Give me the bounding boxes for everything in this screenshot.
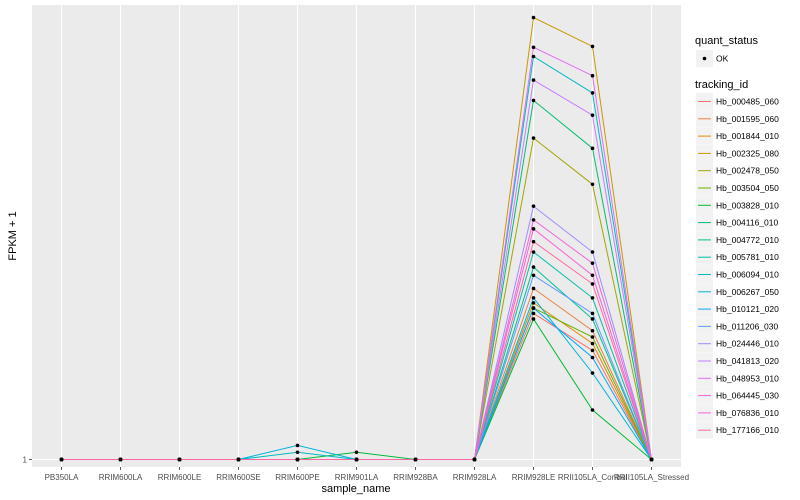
data-point — [531, 54, 536, 59]
data-point — [531, 265, 536, 269]
data-point — [531, 317, 536, 321]
data-point — [472, 457, 477, 462]
y-axis-title: FPKM + 1 — [7, 211, 19, 260]
data-point — [590, 335, 595, 339]
legend-label: Hb_064445_030 — [716, 391, 779, 401]
y-axis: 1 — [23, 455, 32, 464]
data-point — [590, 113, 595, 117]
data-point — [236, 457, 241, 462]
legend-label: Hb_006267_050 — [716, 287, 779, 297]
data-point — [295, 443, 300, 448]
data-points — [59, 15, 654, 462]
tracking-legend-items: Hb_000485_060 Hb_001595_060 Hb_001844_010 H… — [696, 93, 779, 439]
data-point — [590, 328, 595, 333]
data-point — [590, 91, 595, 95]
legend-label: Hb_076836_010 — [716, 408, 779, 418]
data-point — [295, 450, 300, 455]
data-point — [590, 73, 595, 78]
legend-label: Hb_004116_010 — [716, 218, 779, 228]
legend-label: Hb_003504_050 — [716, 183, 779, 193]
data-point — [590, 44, 595, 49]
legend-label: Hb_010121_020 — [716, 304, 779, 314]
data-point — [590, 261, 595, 265]
x-axis-title: sample_name — [321, 483, 390, 495]
legend-label: Hb_004772_010 — [716, 235, 779, 245]
data-point — [590, 341, 595, 346]
quant-status-label: OK — [716, 54, 729, 64]
legend: quant_status OK tracking_id Hb_000485_06… — [695, 35, 779, 439]
data-point — [354, 450, 359, 455]
data-point — [590, 146, 595, 151]
quant-status-point — [702, 56, 707, 61]
legend-label: Hb_041813_020 — [716, 356, 779, 366]
data-point — [531, 301, 536, 305]
data-point — [177, 457, 182, 462]
data-point — [590, 348, 595, 353]
data-point — [531, 98, 536, 103]
x-tick-label: RRIM928LA — [453, 473, 497, 482]
legend-label: Hb_024446_010 — [716, 339, 779, 349]
legend-label: Hb_011206_030 — [716, 321, 779, 331]
legend-label: Hb_006094_010 — [716, 270, 779, 280]
x-tick-label: RRIM928BA — [393, 473, 438, 482]
data-point — [590, 371, 595, 375]
data-point — [413, 457, 418, 462]
x-tick-label: RRII105LA_Control — [558, 473, 628, 482]
data-point — [531, 273, 536, 278]
legend-label: Hb_001844_010 — [716, 131, 779, 141]
data-point — [531, 286, 536, 291]
tracking-legend-title: tracking_id — [695, 79, 748, 91]
data-point — [590, 311, 595, 316]
legend-label: Hb_048953_010 — [716, 373, 779, 383]
x-tick-label: RRIM928LE — [512, 473, 556, 482]
legend-label: Hb_001595_060 — [716, 114, 779, 124]
data-point — [531, 296, 536, 300]
data-point — [531, 78, 536, 82]
legend-label: Hb_002325_080 — [716, 148, 779, 158]
x-axis: PB350LA RRIM600LA RRIM600LE RRIM600SE RRIM60… — [45, 467, 689, 482]
x-tick-label: RRIM600LA — [99, 473, 143, 482]
data-point — [531, 227, 536, 231]
quant-status-legend-title: quant_status — [695, 35, 758, 47]
data-point — [590, 273, 595, 278]
data-point — [531, 15, 536, 20]
data-point — [295, 457, 300, 462]
data-point — [649, 457, 654, 462]
data-point — [531, 311, 536, 316]
x-tick-label: RRIM901LA — [335, 473, 379, 482]
legend-label: Hb_002478_050 — [716, 166, 779, 176]
data-point — [590, 182, 595, 187]
y-tick-label: 1 — [23, 455, 28, 464]
x-tick-label: RRII105LA_Stressed — [614, 473, 689, 482]
legend-label: Hb_003828_010 — [716, 200, 779, 210]
data-point — [531, 218, 536, 222]
data-point — [590, 355, 595, 360]
data-point — [59, 457, 64, 462]
x-tick-label: RRIM600SE — [216, 473, 260, 482]
legend-label: Hb_000485_060 — [716, 97, 779, 107]
x-tick-label: RRIM600LE — [158, 473, 202, 482]
data-point — [354, 457, 359, 462]
data-point — [590, 296, 595, 300]
data-point — [531, 250, 536, 254]
x-tick-label: PB350LA — [45, 473, 79, 482]
data-point — [531, 239, 536, 244]
legend-label: Hb_005781_010 — [716, 252, 779, 262]
data-point — [531, 45, 536, 50]
data-point — [590, 408, 595, 412]
data-point — [590, 282, 595, 286]
data-point — [118, 457, 123, 462]
legend-label: Hb_177166_010 — [716, 425, 779, 435]
data-point — [531, 136, 536, 140]
data-point — [531, 306, 536, 310]
x-tick-label: RRIM600PE — [275, 473, 319, 482]
data-point — [590, 317, 595, 321]
data-point — [531, 204, 536, 208]
data-point — [590, 250, 595, 254]
